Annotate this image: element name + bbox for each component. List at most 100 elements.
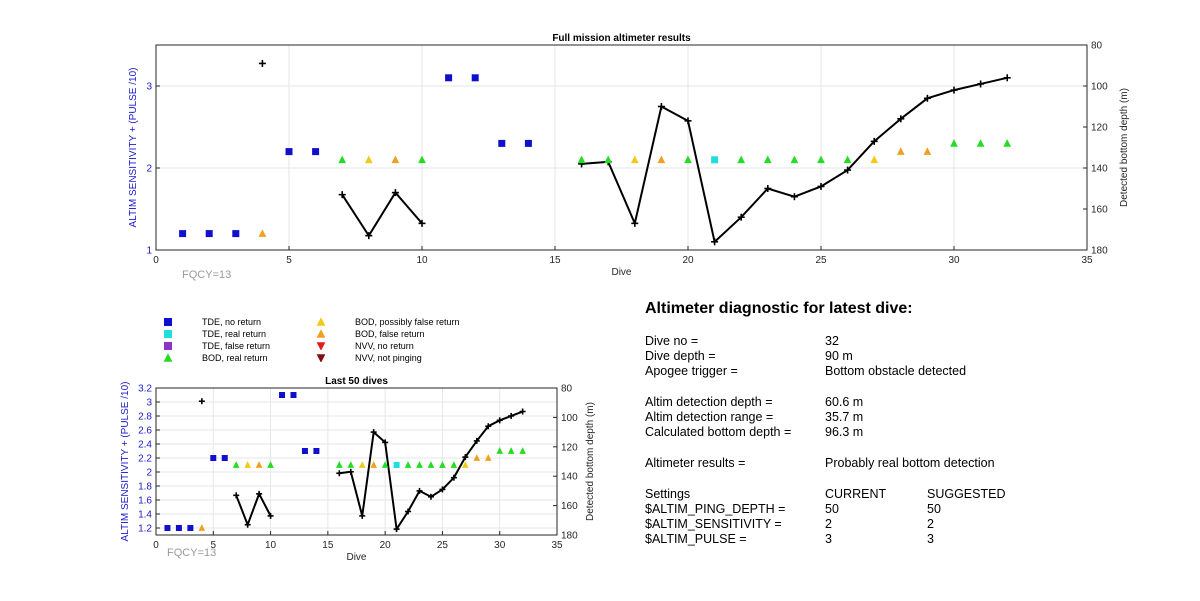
setting-row: $ALTIM_SENSITIVITY = 2 2 xyxy=(645,517,1165,532)
data-marker-tde-no-return xyxy=(179,230,187,238)
y-left-tick-label: 2.6 xyxy=(138,426,152,437)
x-tick-label: 20 xyxy=(380,540,392,551)
settings-label: Settings xyxy=(645,487,691,501)
legend-symbol xyxy=(316,342,325,350)
depth-line xyxy=(341,190,423,238)
legend-label: BOD, false return xyxy=(355,329,425,339)
data-marker-tde-no-return xyxy=(313,448,320,454)
data-marker-bod-false-return xyxy=(258,229,267,237)
x-tick-label: 15 xyxy=(549,255,561,266)
depth-point xyxy=(336,470,343,477)
depth-point xyxy=(790,193,798,201)
calc-depth-value: 96.3 m xyxy=(825,425,864,439)
x-tick-label: 10 xyxy=(265,540,277,551)
fqcy-annotation: FQCY=13 xyxy=(182,269,231,281)
x-tick-label: 35 xyxy=(1081,255,1093,266)
legend-label: BOD, real return xyxy=(202,353,268,363)
fqcy-annotation: FQCY=13 xyxy=(167,547,216,559)
depth-point xyxy=(233,492,240,499)
legend-label: TDE, real return xyxy=(202,329,267,339)
setting-current: 3 xyxy=(825,532,832,546)
y-left-tick-label: 2.4 xyxy=(138,440,152,451)
x-tick-label: 30 xyxy=(948,255,960,266)
legend-marker xyxy=(163,353,172,362)
y-left-tick-label: 3 xyxy=(146,82,152,93)
data-marker-tde-no-return xyxy=(312,148,320,156)
depth-line xyxy=(339,410,523,532)
y-left-tick-label: 1.2 xyxy=(138,524,152,535)
dive-no-value: 32 xyxy=(825,334,839,348)
y-left-tick-label: 3.2 xyxy=(138,384,152,395)
depth-point xyxy=(870,137,878,145)
y-right-tick-label: 160 xyxy=(561,501,578,512)
x-tick-label: 30 xyxy=(494,540,506,551)
data-marker-bod-real-return xyxy=(496,447,504,454)
detect-range-row: Altim detection range = 35.7 m xyxy=(645,410,1165,425)
legend-marker xyxy=(164,330,172,338)
results-row: Altimeter results = Probably real bottom… xyxy=(645,456,1165,471)
legend-symbol xyxy=(316,317,325,326)
dive-depth-label: Dive depth = xyxy=(645,349,716,363)
data-marker-bod-possibly-false xyxy=(364,155,373,164)
data-marker-tde-no-return xyxy=(524,139,532,147)
data-marker-bod-real-return xyxy=(418,155,426,164)
legend: TDE, no return TDE, real return TDE, false… xyxy=(160,316,490,368)
data-marker-tde-no-return xyxy=(279,392,286,398)
y-right-tick-label: 100 xyxy=(561,413,578,424)
depth-point xyxy=(450,474,457,481)
legend-label: BOD, possibly false return xyxy=(355,317,460,327)
data-marker-bod-real-return xyxy=(790,155,799,164)
depth-point xyxy=(244,521,251,528)
depth-point xyxy=(338,191,346,199)
depth-point xyxy=(391,189,399,197)
data-marker-tde-no-return xyxy=(187,525,194,531)
data-marker-bod-real-return xyxy=(1003,139,1012,147)
data-marker-tde-no-return xyxy=(498,139,506,147)
data-marker-bod-real-return xyxy=(336,461,343,468)
data-marker-bod-false-return xyxy=(370,461,377,468)
data-marker-tde-no-return xyxy=(471,74,479,82)
data-marker-bod-false-return xyxy=(657,155,666,164)
legend-label: NVV, no return xyxy=(355,341,414,351)
y-right-tick-label: 180 xyxy=(1091,246,1108,257)
setting-suggested: 50 xyxy=(927,502,941,516)
x-tick-label: 15 xyxy=(322,540,334,551)
y-left-tick-label: 1.4 xyxy=(138,510,152,521)
data-marker-bod-real-return xyxy=(950,139,958,147)
legend-marker xyxy=(316,342,325,350)
results-value: Probably real bottom detection xyxy=(825,456,995,470)
data-marker-bod-real-return xyxy=(817,155,825,164)
data-marker-bod-false-return xyxy=(896,147,905,155)
depth-point xyxy=(684,117,692,125)
data-marker-bod-possibly-false xyxy=(358,461,366,468)
legend-label: TDE, no return xyxy=(202,317,262,327)
setting-current: 2 xyxy=(825,517,832,531)
depth-point xyxy=(817,182,825,190)
calc-depth-row: Calculated bottom depth = 96.3 m xyxy=(645,425,1165,440)
chart-title: Full mission altimeter results xyxy=(552,33,691,44)
dive-depth-row: Dive depth = 90 m xyxy=(645,349,1165,364)
depth-point xyxy=(897,115,905,123)
depth-point xyxy=(737,213,745,221)
legend-marker xyxy=(316,354,325,362)
legend-symbol xyxy=(316,329,325,338)
data-marker-bod-false-return xyxy=(484,454,492,461)
y-left-tick-label: 2.2 xyxy=(138,454,152,465)
data-marker-bod-real-return xyxy=(737,155,746,164)
legend-symbol xyxy=(316,354,325,362)
depth-point xyxy=(267,512,274,519)
setting-row: $ALTIM_PULSE = 3 3 xyxy=(645,532,1165,547)
results-label: Altimeter results = xyxy=(645,456,746,470)
y-right-tick-label: 120 xyxy=(561,442,578,453)
data-marker-bod-false-return xyxy=(473,454,481,461)
depth-point xyxy=(1003,74,1011,82)
data-marker-bod-real-return xyxy=(232,461,240,468)
data-marker-bod-real-return xyxy=(519,447,526,454)
depth-point xyxy=(519,408,526,415)
depth-point xyxy=(473,437,480,444)
x-tick-label: 20 xyxy=(682,255,694,266)
x-tick-label: 5 xyxy=(286,255,292,266)
y-right-axis-label: Detected bottom depth (m) xyxy=(1119,88,1130,207)
y-right-tick-label: 180 xyxy=(561,531,578,542)
depth-point xyxy=(844,166,852,174)
